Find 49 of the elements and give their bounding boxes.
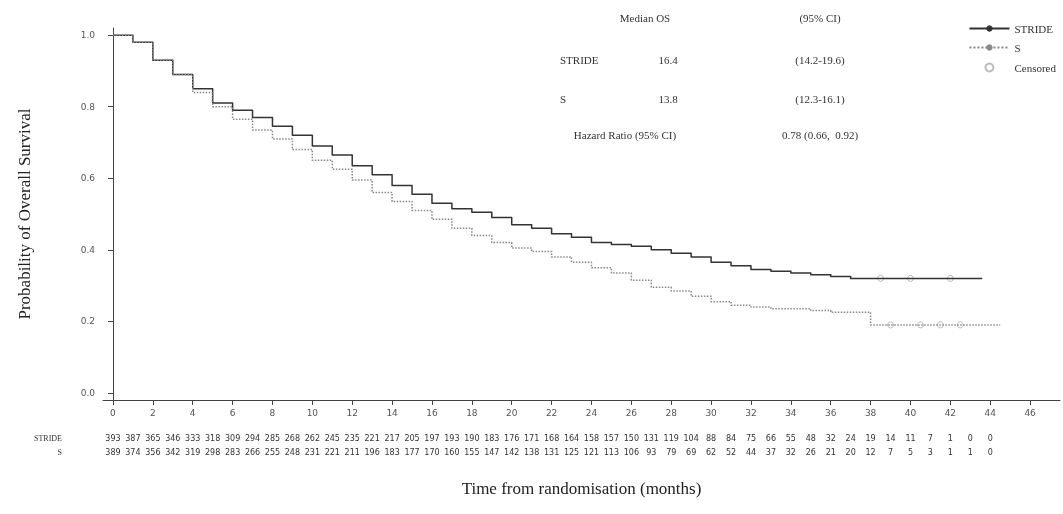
- x-tick-label: 20: [505, 407, 518, 418]
- text: S: [57, 447, 62, 457]
- x-tick-label: 28: [665, 407, 678, 418]
- x-tick-label: 24: [585, 407, 598, 418]
- annotation: 13.8: [658, 93, 679, 105]
- x-tick-label: 46: [1024, 407, 1037, 418]
- text: 393 387 365 346 333 318 309 294 285 268 262 245 235 221 217 205 197 193 190 183 176 171 168 164 158 157 150 131 119 104 88 84 75 66 55 48 32 24 19 14 11 7 1 0 0: [105, 433, 993, 443]
- x-tick-label: 18: [466, 407, 478, 418]
- annotation: STRIDE: [560, 54, 599, 66]
- x-axis-title: Time from randomisation (months): [461, 479, 702, 498]
- x-tick-label: 4: [189, 407, 196, 418]
- text: (95% CI): [799, 12, 841, 25]
- y-axis-title: Probability of Overall Survival: [15, 108, 34, 320]
- x-tick-label: 12: [346, 407, 358, 418]
- x-tick-label: 14: [386, 407, 399, 418]
- annotation: S: [560, 93, 567, 105]
- x-tick-label: 6: [229, 407, 236, 418]
- y-tick-label: 0.8: [80, 101, 96, 112]
- legend-label: Censored: [1014, 61, 1057, 74]
- y-tick-label: 0.6: [80, 173, 96, 184]
- annotation: 16.4: [658, 54, 679, 66]
- legend-label: STRIDE: [1014, 22, 1054, 35]
- x-tick-label: 22: [545, 407, 558, 418]
- x-tick-label: 0: [110, 407, 117, 418]
- x-tick-label: 16: [426, 407, 438, 418]
- annotation: Hazard Ratio (95% CI): [573, 129, 677, 142]
- x-tick-label: 26: [625, 407, 638, 418]
- x-tick-label: 44: [984, 407, 997, 418]
- annotation: (12.3-16.1): [795, 93, 846, 106]
- x-tick-label: 10: [306, 407, 319, 418]
- x-tick-label: 42: [944, 407, 957, 418]
- x-tick-label: 38: [864, 407, 877, 418]
- x-tick-label: 40: [904, 407, 917, 418]
- y-tick-label: 0.0: [80, 387, 96, 398]
- text: STRIDE: [34, 433, 63, 443]
- legend-label: S: [1014, 41, 1021, 54]
- y-tick-label: 0.2: [80, 316, 95, 327]
- y-tick-label: 0.4: [80, 244, 96, 255]
- x-tick-label: 8: [269, 407, 276, 418]
- x-tick-label: 30: [705, 407, 718, 418]
- y-tick-label: 1.0: [80, 30, 96, 41]
- annotation: (14.2-19.6): [795, 54, 846, 67]
- annotation: 0.78 (0.66, 0.92): [781, 129, 859, 142]
- x-tick-label: 34: [785, 407, 797, 418]
- text: Median OS: [619, 12, 671, 24]
- x-tick-label: 36: [824, 407, 837, 418]
- x-tick-label: 32: [745, 407, 757, 418]
- x-tick-label: 2: [149, 407, 156, 418]
- text: 389 374 356 342 319 298 283 266 255 248 231 221 211 196 183 177 170 160 155 147 142 138 131 125 121 113 106 93 79 69 62 52 44 37 32 26 21 20 12 7 5 3 1 1 0: [105, 447, 993, 457]
